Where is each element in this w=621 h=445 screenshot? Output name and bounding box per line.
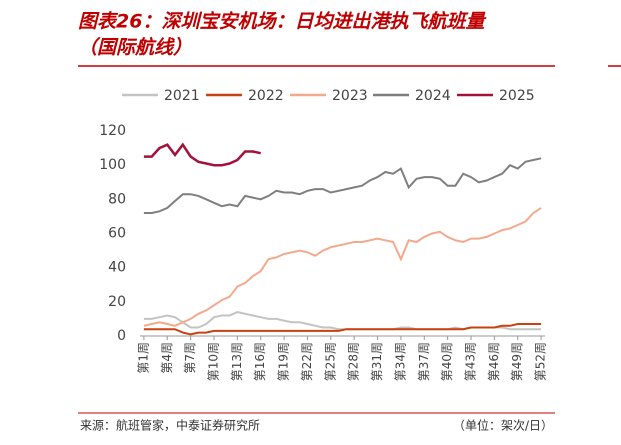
y-tick-label: 100 <box>99 157 126 173</box>
legend-label: 2023 <box>332 88 368 104</box>
chart-title: 图表26：深圳宝安机场：日均进出港执飞航班量 <box>78 11 486 33</box>
y-tick-label: 60 <box>108 226 126 242</box>
unit: （单位：架次/日） <box>453 418 553 433</box>
x-tick-label: 第28周 <box>347 342 361 381</box>
source: 来源：航班管家，中泰证券研究所 <box>80 418 260 433</box>
y-tick-label: 80 <box>108 191 126 207</box>
x-tick-label: 第52周 <box>534 342 548 381</box>
x-tick-label: 第13周 <box>230 342 244 381</box>
series-line <box>143 142 261 167</box>
series-line <box>143 323 542 336</box>
series-line <box>143 157 542 214</box>
x-tick-label: 第34周 <box>393 342 407 381</box>
x-tick-label: 第37周 <box>417 342 431 381</box>
y-tick-label: 120 <box>99 123 126 139</box>
x-tick-label: 第31周 <box>370 342 384 381</box>
legend-label: 2022 <box>248 88 284 104</box>
y-tick-label: 40 <box>108 260 126 276</box>
y-tick-label: 0 <box>117 328 126 344</box>
x-tick-label: 第43周 <box>464 342 478 381</box>
x-tick-label: 第49周 <box>510 342 524 381</box>
x-tick-label: 第19周 <box>277 342 291 381</box>
chart-title: （国际航线） <box>78 37 192 59</box>
x-tick-label: 第7周 <box>183 342 197 374</box>
x-tick-label: 第4周 <box>160 342 174 374</box>
x-tick-label: 第22周 <box>300 342 314 381</box>
x-tick-label: 第46周 <box>487 342 501 381</box>
y-tick-label: 20 <box>108 294 126 310</box>
x-tick-label: 第40周 <box>440 342 454 381</box>
x-tick-label: 第1周 <box>136 342 150 374</box>
legend-label: 2025 <box>499 88 535 104</box>
x-tick-label: 第10周 <box>206 342 220 381</box>
legend-label: 2024 <box>415 88 451 104</box>
series-line <box>143 207 542 327</box>
legend-label: 2021 <box>164 88 200 104</box>
x-tick-label: 第25周 <box>323 342 337 381</box>
x-tick-label: 第16周 <box>253 342 267 381</box>
